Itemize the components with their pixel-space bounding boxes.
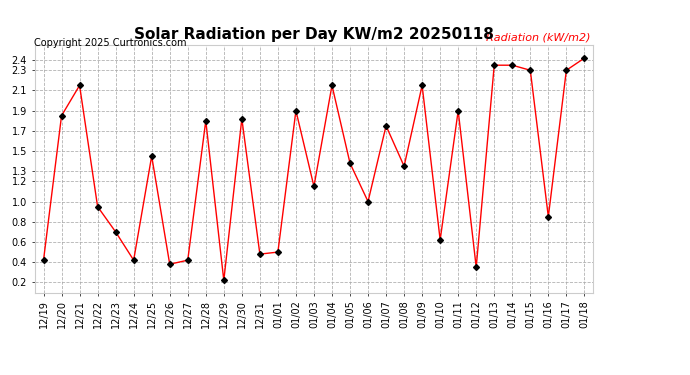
Title: Solar Radiation per Day KW/m2 20250118: Solar Radiation per Day KW/m2 20250118 [134,27,494,42]
Text: Radiation (kW/m2): Radiation (kW/m2) [486,33,591,42]
Text: Copyright 2025 Curtronics.com: Copyright 2025 Curtronics.com [34,38,187,48]
